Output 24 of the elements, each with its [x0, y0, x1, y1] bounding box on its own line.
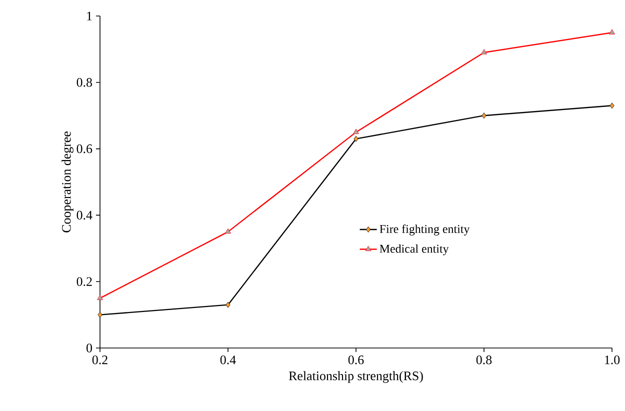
y-tick-label: 0.4: [76, 210, 92, 220]
point: [225, 228, 231, 234]
y-axis-title: Cooperation degree: [62, 132, 74, 232]
point: [226, 302, 230, 308]
y-tick-label: 0: [86, 344, 92, 352]
x-tick-label: 0.4: [220, 356, 236, 364]
point: [353, 128, 359, 134]
point: [354, 136, 358, 142]
y-tick-label: 0.2: [76, 277, 92, 286]
point: [481, 49, 487, 54]
x-tick-label: 0.2: [92, 356, 108, 364]
x-tick-label: 1.0: [605, 356, 620, 364]
y-tick-label: 0.8: [76, 78, 92, 87]
point: [482, 112, 486, 119]
point: [609, 29, 615, 34]
legend-label: Medical entity: [380, 244, 449, 256]
legend-label: Fire fighting entity: [380, 224, 470, 236]
x-tick-label: 0.8: [476, 356, 492, 364]
point: [610, 102, 614, 109]
y-tick-label: 0.6: [76, 144, 92, 154]
x-axis-title: Relationship strength(RS): [288, 371, 423, 383]
point: [98, 312, 102, 318]
y-tick-label: 1: [87, 12, 92, 20]
x-tick-label: 0.6: [348, 356, 364, 364]
